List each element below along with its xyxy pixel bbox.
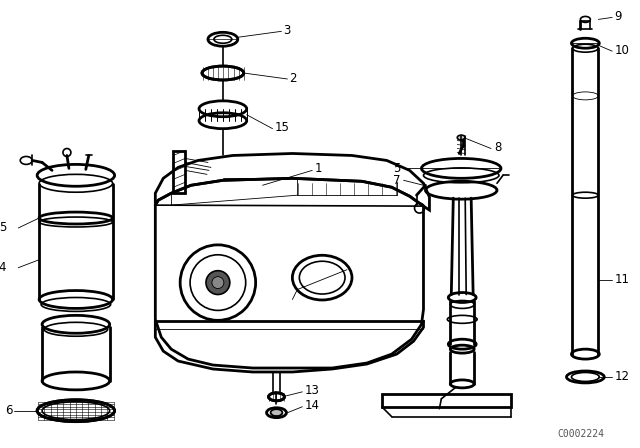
Text: 15: 15 (275, 121, 289, 134)
Text: 9: 9 (614, 10, 621, 23)
Text: C0002224: C0002224 (557, 429, 604, 439)
Text: 2: 2 (289, 72, 297, 85)
Text: 8: 8 (494, 141, 501, 154)
Ellipse shape (457, 135, 465, 140)
Text: 10: 10 (614, 44, 629, 57)
Text: 5: 5 (393, 162, 401, 175)
Circle shape (212, 276, 224, 289)
Text: 4: 4 (0, 261, 6, 274)
Text: 7: 7 (393, 174, 401, 187)
Text: 3: 3 (284, 24, 291, 37)
Text: 1: 1 (314, 162, 322, 175)
Text: 6: 6 (5, 404, 12, 417)
Text: 5: 5 (0, 221, 6, 234)
Text: 13: 13 (304, 384, 319, 397)
Text: 12: 12 (614, 370, 629, 383)
Text: 11: 11 (614, 273, 629, 286)
Text: 14: 14 (304, 399, 319, 412)
Ellipse shape (271, 409, 282, 416)
Circle shape (206, 271, 230, 294)
